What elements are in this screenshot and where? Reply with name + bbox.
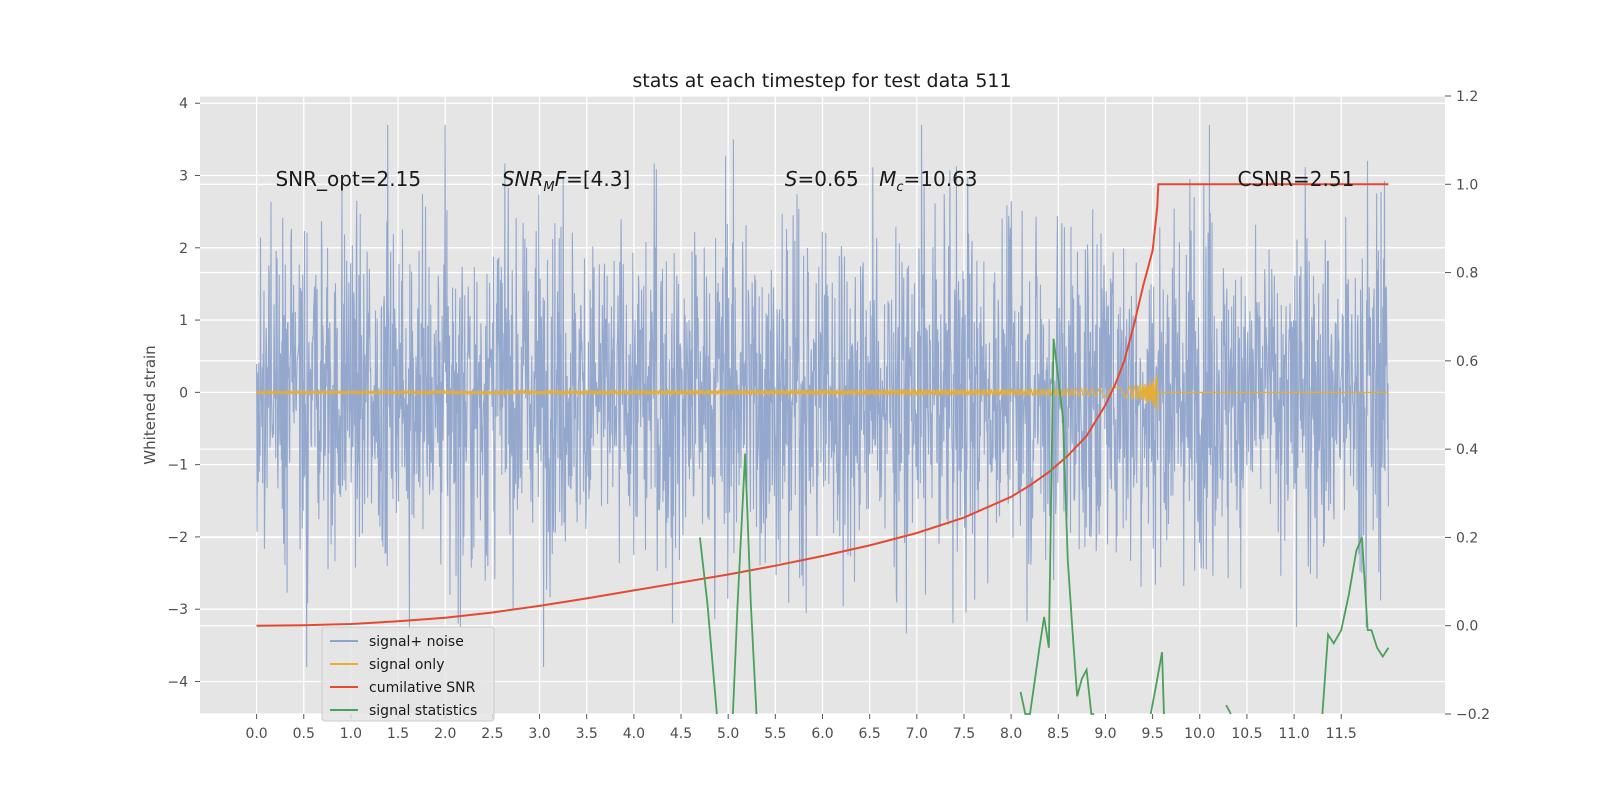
x-tick-label: 5.0 [717, 726, 739, 742]
signal-only-series [256, 374, 1389, 412]
y-left-tick-label: −2 [167, 530, 188, 546]
y-left-tick-label: −1 [167, 458, 188, 474]
y-left-tick-label: 4 [179, 96, 188, 112]
y-right-tick-label: 0.4 [1456, 442, 1478, 458]
y-left-tick-label: 2 [179, 241, 188, 257]
signal-only-line [256, 374, 1389, 412]
x-tick-label: 0.0 [245, 726, 267, 742]
x-tick-label: 9.0 [1094, 726, 1116, 742]
x-tick-label: 11.0 [1279, 726, 1310, 742]
x-tick-label: 8.5 [1047, 726, 1069, 742]
x-tick-label: 8.0 [1000, 726, 1022, 742]
cumulative-snr-line [256, 183, 1389, 627]
grid [200, 95, 1445, 715]
y-left-tick-label: −4 [167, 674, 188, 690]
signal-statistics-line [698, 537, 718, 715]
annotation-text: S=0.65 [785, 167, 859, 191]
y-right-tick-label: 1.2 [1456, 89, 1478, 105]
x-tick-label: 7.5 [953, 726, 975, 742]
y-left-ticks: −4 −3 −2 −1 0 1 2 3 4 [167, 96, 200, 690]
signal-statistics-line [1019, 338, 1095, 715]
x-tick-label: 7.0 [906, 726, 928, 742]
y-right-ticks: −0.2 0.0 0.2 0.4 0.6 0.8 1.0 1.2 [1445, 89, 1490, 723]
x-tick-label: 10.0 [1184, 726, 1215, 742]
annotations: SNR_opt=2.15 SNRMF=[4.3] S=0.65 Mc=10.63 CSN… [275, 167, 1354, 195]
x-tick-label: 3.0 [528, 726, 550, 742]
annotation-text: SNR_opt=2.15 [275, 167, 421, 191]
y-right-tick-label: 0.6 [1456, 354, 1478, 370]
x-tick-label: 6.5 [859, 726, 881, 742]
cumulative-snr-series [256, 183, 1389, 627]
legend-label: signal+ noise [369, 634, 464, 650]
x-tick-label: 2.0 [434, 726, 456, 742]
x-tick-label: 1.5 [387, 726, 409, 742]
chart-title: stats at each timestep for test data 511 [632, 70, 1011, 92]
signal-statistics-line [732, 453, 758, 715]
x-tick-label: 6.0 [811, 726, 833, 742]
x-tick-label: 1.0 [340, 726, 362, 742]
legend-label: signal statistics [369, 703, 477, 719]
x-tick-label: 9.5 [1141, 726, 1163, 742]
y-right-tick-label: 0.8 [1456, 266, 1478, 282]
x-tick-label: 3.5 [576, 726, 598, 742]
annotation-text: SNRMF=[4.3] [502, 167, 630, 195]
y-right-tick-label: 0.0 [1456, 619, 1478, 635]
legend: signal+ noise signal only cumilative SNR si… [321, 626, 495, 722]
legend-label: signal only [369, 657, 444, 673]
x-tick-label: 2.5 [481, 726, 503, 742]
y-left-tick-label: 0 [179, 385, 188, 401]
y-left-tick-label: −3 [167, 602, 188, 618]
x-tick-label: 0.5 [293, 726, 315, 742]
x-tick-label: 4.5 [670, 726, 692, 742]
x-tick-label: 11.5 [1326, 726, 1357, 742]
legend-box [321, 626, 495, 722]
annotation-text: CSNR=2.51 [1238, 167, 1355, 191]
signal-statistics-line [1149, 652, 1165, 715]
signal-statistics-line [1321, 537, 1390, 715]
signal-noise-line [256, 124, 1389, 668]
x-tick-label: 5.5 [764, 726, 786, 742]
y-left-tick-label: 1 [179, 313, 188, 329]
y-right-tick-label: 0.2 [1456, 530, 1478, 546]
x-tick-label: 10.5 [1231, 726, 1262, 742]
legend-label: cumilative SNR [369, 680, 476, 696]
x-axis-ticks: 0.0 0.5 1.0 1.5 2.0 2.5 3.0 3.5 4.0 4.5 5.0 5.5 6.0 6… [245, 714, 1357, 742]
signal-statistics-line [1225, 704, 1232, 715]
y-right-tick-label: 1.0 [1456, 177, 1478, 193]
annotation-text: Mc=10.63 [879, 167, 977, 195]
signal-statistics-series [698, 338, 1390, 715]
y-left-tick-label: 3 [179, 169, 188, 185]
y-axis-label: Whitened strain [141, 345, 159, 464]
x-tick-label: 4.0 [623, 726, 645, 742]
signal-noise-series [256, 124, 1389, 668]
y-right-tick-label: −0.2 [1456, 707, 1490, 723]
